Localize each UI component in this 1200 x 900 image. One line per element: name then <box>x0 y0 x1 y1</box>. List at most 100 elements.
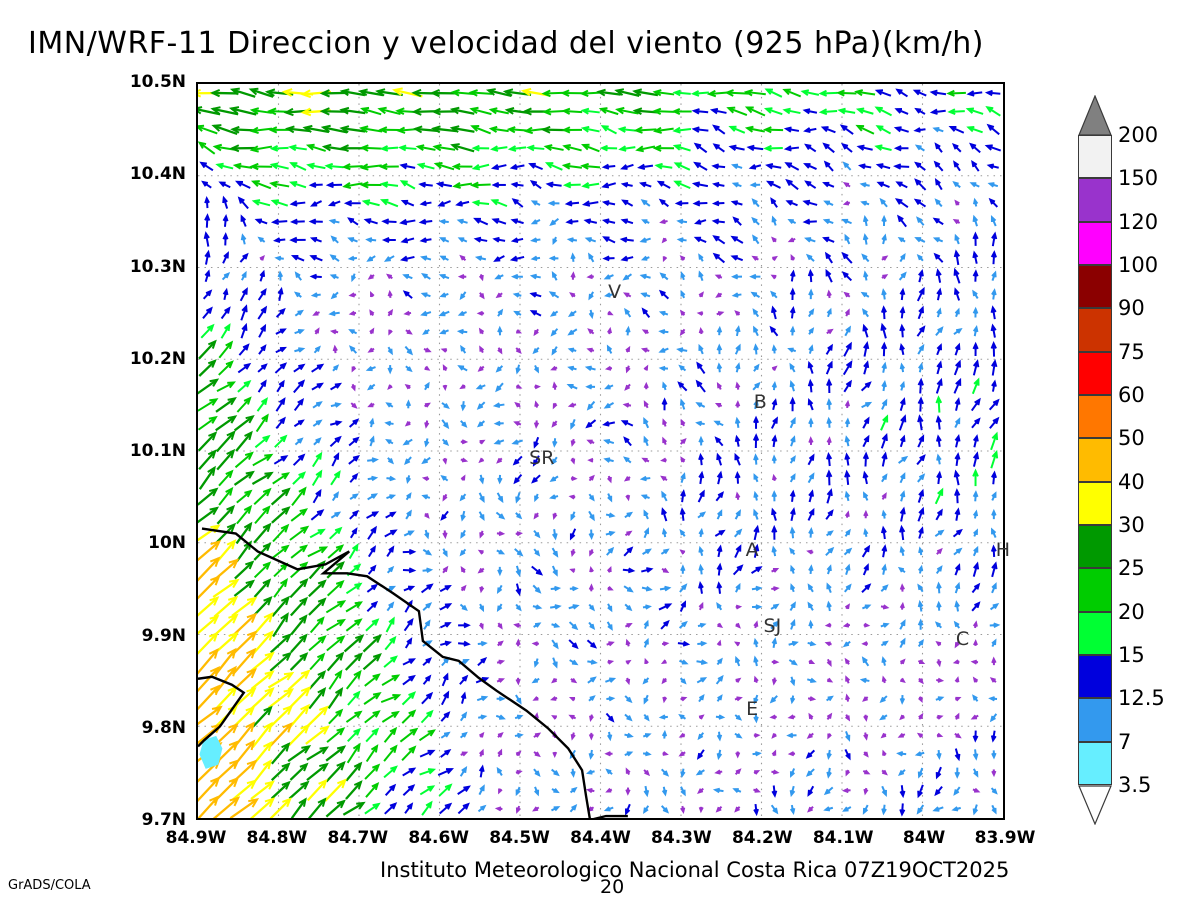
wind-vector-arrow <box>844 603 851 610</box>
wind-vector-arrow <box>405 399 412 409</box>
wind-vector-arrow <box>973 528 978 537</box>
wind-vector-arrow <box>330 511 342 519</box>
wind-vector-arrow <box>215 162 234 170</box>
wind-vector-arrow <box>439 292 449 298</box>
wind-vector-arrow <box>734 343 741 355</box>
wind-vector-arrow <box>837 107 856 115</box>
wind-vector-arrow <box>984 144 1002 152</box>
wind-vector-arrow <box>753 415 760 429</box>
wind-vector-arrow <box>369 417 375 428</box>
wind-vector-arrow <box>497 325 503 336</box>
wind-vector-arrow <box>861 583 872 593</box>
wind-vector-arrow <box>874 89 892 97</box>
wind-vector-arrow <box>842 360 853 376</box>
wind-vector-arrow <box>753 675 759 684</box>
wind-vector-arrow <box>607 585 614 591</box>
wind-vector-arrow <box>753 524 760 541</box>
wind-vector-arrow <box>314 327 320 335</box>
wind-vector-arrow <box>473 217 489 226</box>
wind-vector-arrow <box>659 272 669 281</box>
wind-vector-arrow <box>456 328 468 335</box>
wind-vector-arrow <box>935 434 942 447</box>
wind-vector-arrow <box>491 218 507 225</box>
wind-vector-arrow <box>270 199 289 207</box>
wind-vector-arrow <box>916 325 926 337</box>
wind-vector-arrow <box>807 583 814 593</box>
wind-vector-arrow <box>732 216 742 226</box>
wind-vector-arrow <box>215 522 237 544</box>
wind-vector-arrow <box>752 433 760 449</box>
wind-vector-arrow <box>348 543 359 560</box>
wind-vector-arrow <box>405 365 413 373</box>
wind-vector-arrow <box>863 491 869 501</box>
wind-vector-arrow <box>679 600 687 612</box>
wind-vector-arrow <box>606 641 615 647</box>
wind-vector-arrow <box>550 604 562 610</box>
wind-vector-arrow <box>515 492 521 504</box>
wind-vector-arrow <box>312 488 322 504</box>
wind-vector-arrow <box>290 218 305 225</box>
wind-vector-arrow <box>308 218 323 225</box>
wind-vector-arrow <box>359 181 382 189</box>
wind-vector-arrow <box>753 343 759 355</box>
wind-vector-arrow <box>880 622 890 628</box>
wind-vector-arrow <box>471 199 490 207</box>
wind-vector-arrow <box>972 509 979 519</box>
wind-vector-arrow <box>897 566 906 574</box>
wind-vector-arrow <box>987 182 999 188</box>
wind-vector-arrow <box>917 377 924 394</box>
wind-vector-arrow <box>965 107 984 115</box>
wind-vector-arrow <box>879 197 888 208</box>
wind-vector-arrow <box>914 144 925 152</box>
wind-vector-arrow <box>753 620 759 629</box>
wind-vector-arrow <box>570 548 576 557</box>
colorbar-band <box>1078 351 1112 395</box>
wind-vector-arrow <box>348 436 360 447</box>
wind-vector-arrow <box>475 384 486 390</box>
wind-vector-arrow <box>488 107 509 115</box>
wind-vector-arrow <box>807 601 814 611</box>
wind-vector-arrow <box>198 124 218 135</box>
wind-vector-arrow <box>844 657 850 665</box>
wind-vector-arrow <box>587 328 595 335</box>
wind-vector-arrow <box>913 198 927 208</box>
wind-vector-arrow <box>875 163 891 170</box>
wind-vector-arrow <box>765 163 782 170</box>
wind-vector-arrow <box>399 162 416 170</box>
wind-vector-arrow <box>679 583 688 593</box>
wind-vector-arrow <box>753 543 760 558</box>
wind-vector-arrow <box>698 270 704 282</box>
wind-vector-arrow <box>478 492 485 503</box>
wind-vector-arrow <box>567 365 577 372</box>
wind-vector-arrow <box>917 506 925 522</box>
wind-vector-arrow <box>863 527 869 538</box>
wind-vector-arrow <box>991 270 997 281</box>
wind-vector-arrow <box>604 384 614 390</box>
wind-vector-arrow <box>605 677 617 683</box>
wind-vector-arrow <box>515 638 521 647</box>
wind-vector-arrow <box>771 677 777 686</box>
wind-vector-arrow <box>954 452 961 466</box>
wind-vector-arrow <box>424 381 430 391</box>
wind-vector-arrow <box>239 287 248 302</box>
city-label-a: A <box>745 538 759 561</box>
wind-vector-arrow <box>402 674 416 686</box>
wind-vector-arrow <box>400 255 415 262</box>
wind-vector-arrow <box>478 274 484 282</box>
wind-vector-arrow <box>639 273 651 280</box>
wind-vector-arrow <box>584 237 597 243</box>
wind-vector-arrow <box>750 291 761 298</box>
wind-vector-arrow <box>826 582 832 594</box>
wind-vector-arrow <box>899 343 905 356</box>
wind-vector-arrow <box>808 659 816 664</box>
wind-vector-arrow <box>697 640 708 647</box>
wind-vector-arrow <box>820 126 836 134</box>
wind-vector-arrow <box>625 494 631 502</box>
wind-vector-arrow <box>696 659 709 665</box>
wind-vector-arrow <box>579 89 601 97</box>
wind-vector-arrow <box>509 163 525 171</box>
wind-vector-arrow <box>844 510 850 518</box>
wind-vector-arrow <box>459 548 467 557</box>
wind-vector-arrow <box>533 548 541 557</box>
wind-vector-arrow <box>972 451 980 467</box>
